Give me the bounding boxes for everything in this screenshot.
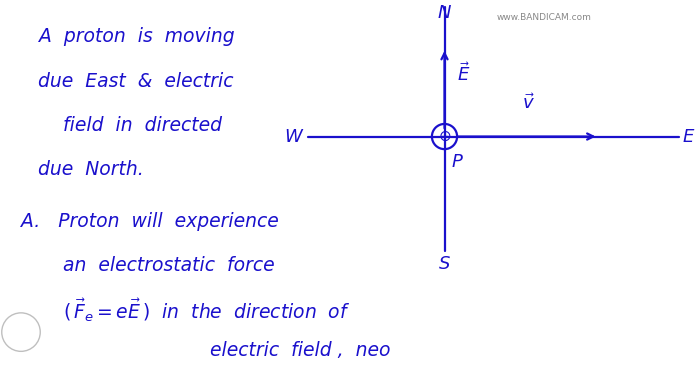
Text: E: E: [682, 128, 694, 145]
Ellipse shape: [1, 313, 41, 351]
Text: N: N: [438, 4, 452, 22]
Text: P: P: [452, 153, 463, 171]
Text: S: S: [439, 255, 450, 273]
Text: $\vec{v}$: $\vec{v}$: [522, 93, 535, 113]
Text: W: W: [285, 128, 302, 145]
Text: $\vec{E}$: $\vec{E}$: [457, 62, 470, 85]
Text: $( \,\vec{F}_e = e\vec{E}\, )$  in  the  direction  of: $( \,\vec{F}_e = e\vec{E}\, )$ in the di…: [63, 296, 350, 324]
Text: electric  field ,  neo: electric field , neo: [210, 341, 391, 360]
Text: due  East  &  electric: due East & electric: [38, 72, 234, 91]
Text: due  North.: due North.: [38, 160, 144, 179]
Text: A  proton  is  moving: A proton is moving: [38, 27, 234, 46]
Text: field  in  directed: field in directed: [63, 116, 222, 135]
Text: $\oplus$: $\oplus$: [438, 129, 452, 144]
Text: an  electrostatic  force: an electrostatic force: [63, 256, 274, 275]
Text: www.BANDICAM.com: www.BANDICAM.com: [497, 13, 592, 22]
Text: A.   Proton  will  experience: A. Proton will experience: [21, 212, 279, 231]
